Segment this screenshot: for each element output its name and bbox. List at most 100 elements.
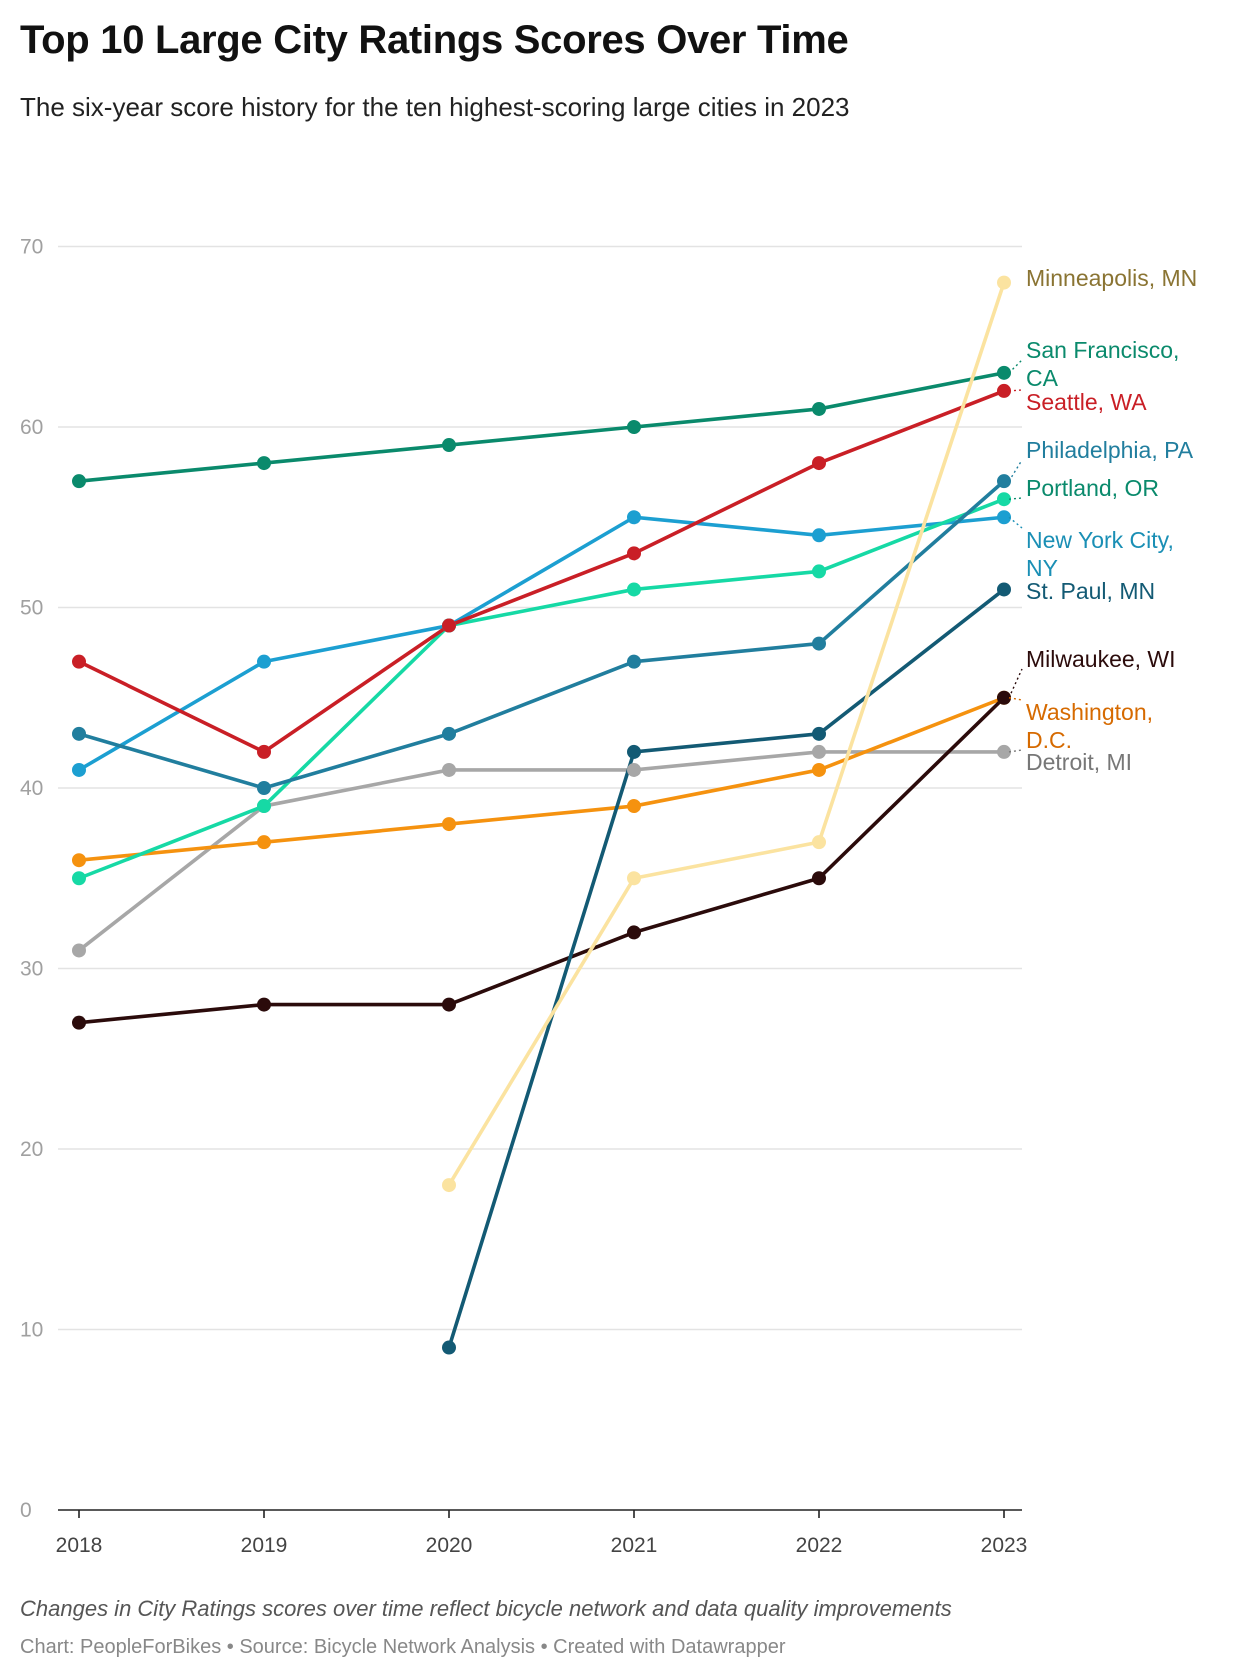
series-label-line: NY: [1026, 555, 1058, 581]
label-leader: [1008, 668, 1023, 699]
data-point: [627, 799, 641, 814]
x-tick-label: 2019: [241, 1534, 288, 1557]
series-label: San Francisco, CA: [1026, 337, 1179, 391]
label-leader: [1008, 516, 1023, 529]
x-tick-label: 2018: [56, 1534, 103, 1557]
data-point: [812, 744, 826, 759]
series-label-line: San Francisco,: [1026, 337, 1179, 363]
credit-separator: •: [226, 1636, 234, 1658]
data-point: [627, 762, 641, 777]
data-point: [72, 474, 86, 489]
label-leader: [1008, 497, 1023, 500]
data-point: [442, 1340, 456, 1355]
data-point: [257, 781, 271, 795]
label-leader: [1008, 389, 1023, 392]
chart-subtitle: The six-year score history for the ten h…: [20, 92, 850, 122]
data-point: [627, 420, 641, 434]
series-line: [77, 371, 1006, 483]
series-label: St. Paul, MN: [1026, 578, 1155, 604]
data-point: [997, 474, 1011, 489]
data-point: [627, 546, 641, 561]
y-tick-label: 0: [20, 1499, 32, 1522]
series-line: [77, 497, 1006, 881]
series-points: [72, 275, 1011, 1355]
data-point: [72, 943, 86, 958]
data-point: [812, 726, 826, 741]
series-label-line: D.C.: [1026, 727, 1072, 753]
data-point: [627, 744, 641, 759]
series-line: [77, 695, 1006, 862]
data-point: [257, 456, 271, 471]
data-point: [442, 1178, 456, 1193]
data-point: [997, 510, 1011, 525]
created-with: Created with Datawrapper: [553, 1636, 786, 1658]
data-point: [72, 726, 86, 741]
data-point: [72, 853, 86, 868]
series-label: New York City, NY: [1026, 527, 1174, 581]
series-label-line: CA: [1026, 365, 1059, 391]
series-label: Washington, D.C.: [1026, 699, 1153, 753]
y-tick-label: 10: [20, 1319, 43, 1342]
series-lines: [77, 280, 1006, 1350]
data-point: [997, 275, 1011, 290]
data-point: [812, 401, 826, 416]
y-tick-label: 20: [20, 1138, 43, 1161]
chart-source: Source: Bicycle Network Analysis: [239, 1636, 536, 1658]
series-line: [77, 515, 1006, 772]
data-point: [997, 690, 1011, 705]
x-tick-label: 2021: [611, 1534, 658, 1557]
chart-note: Changes in City Ratings scores over time…: [20, 1596, 952, 1621]
data-point: [442, 438, 456, 453]
data-point: [627, 582, 641, 597]
series-line: [77, 479, 1006, 790]
series-label-line: Portland, OR: [1026, 475, 1159, 501]
data-point: [442, 726, 456, 741]
data-point: [627, 654, 641, 669]
data-point: [257, 835, 271, 850]
series-label: Philadelphia, PA: [1026, 437, 1194, 463]
data-point: [72, 762, 86, 777]
series-label-line: Milwaukee, WI: [1026, 646, 1176, 672]
data-point: [812, 871, 826, 886]
data-point: [812, 528, 826, 543]
data-point: [442, 997, 456, 1012]
series-label-line: Seattle, WA: [1026, 389, 1147, 415]
data-point: [812, 636, 826, 651]
credit-separator: •: [540, 1636, 548, 1658]
x-tick-label: 2023: [981, 1534, 1028, 1557]
data-point: [812, 564, 826, 579]
data-point: [812, 762, 826, 777]
series-line: [77, 389, 1006, 754]
data-point: [72, 1015, 86, 1030]
series-label: Detroit, MI: [1026, 749, 1132, 775]
y-tick-label: 70: [20, 236, 43, 259]
series-line: [447, 587, 1006, 1350]
data-point: [812, 835, 826, 850]
grid-layer: [58, 245, 1022, 1331]
series-label-line: St. Paul, MN: [1026, 578, 1155, 604]
series-label-line: New York City,: [1026, 527, 1174, 553]
series-line: [447, 280, 1006, 1187]
data-point: [997, 365, 1011, 380]
data-point: [72, 654, 86, 669]
series-label-line: Philadelphia, PA: [1026, 437, 1194, 463]
series-label: Portland, OR: [1026, 475, 1159, 501]
y-tick-label: 40: [20, 777, 43, 800]
data-point: [257, 744, 271, 759]
axis-layer: 0 10 20 30 40 50 60 70 2018 2019 2020 2021 2022 2023: [20, 236, 1027, 1558]
series-line: [77, 695, 1006, 1025]
series-label: Minneapolis, MN: [1026, 265, 1197, 291]
label-leader: [1008, 697, 1023, 701]
series-label-line: Washington,: [1026, 699, 1153, 725]
y-tick-label: 60: [20, 416, 43, 439]
y-tick-label: 50: [20, 597, 43, 620]
data-point: [627, 871, 641, 886]
data-point: [442, 817, 456, 832]
data-point: [812, 456, 826, 471]
y-tick-label: 30: [20, 958, 43, 981]
chart-credits: Chart: PeopleForBikes • Source: Bicycle …: [20, 1636, 786, 1659]
data-point: [257, 654, 271, 669]
data-point: [997, 492, 1011, 507]
series-label: Milwaukee, WI: [1026, 646, 1176, 672]
